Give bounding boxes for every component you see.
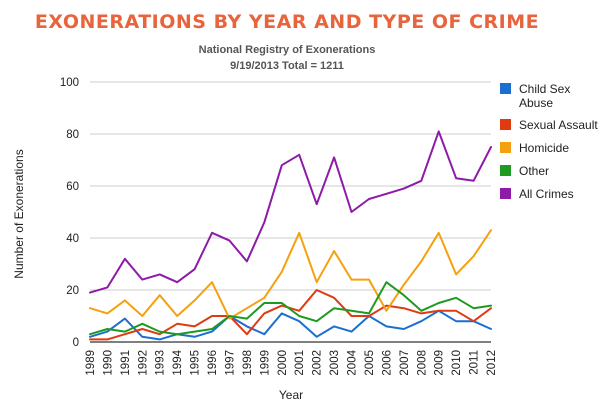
legend-label-other: Other: [519, 164, 549, 178]
y-tick-label: 80: [66, 129, 79, 141]
x-tick-label: 1990: [102, 350, 114, 376]
x-tick-label: 1999: [259, 350, 271, 376]
gridlines: [90, 81, 491, 343]
x-tick-label: 1996: [207, 350, 219, 376]
x-axis-title: Year: [279, 388, 303, 402]
legend-label-child-sex-abuse: Abuse: [519, 96, 553, 110]
x-tick-label: 2012: [486, 350, 498, 376]
x-tick-label: 1989: [85, 350, 97, 376]
x-axis-ticks: 1989 1990 1991 1992 1993 1994 1995 1996 1997 1998…: [85, 349, 498, 375]
x-tick-label: 2008: [416, 350, 428, 376]
legend-swatch-other: [500, 165, 511, 176]
x-tick-label: 2004: [347, 349, 359, 375]
legend-swatch-sexual-assault: [500, 119, 511, 130]
x-tick-label: 1994: [172, 349, 184, 375]
y-tick-label: 100: [60, 77, 79, 89]
chart-title: EXONERATIONS BY YEAR AND TYPE OF CRIME: [35, 11, 539, 33]
y-tick-label: 60: [66, 181, 79, 193]
legend-label-all-crimes: All Crimes: [519, 187, 574, 201]
x-tick-label: 1992: [137, 350, 149, 376]
series-line-homicide: [89, 229, 492, 320]
x-tick-label: 1991: [120, 350, 132, 376]
x-tick-label: 2006: [381, 350, 393, 376]
legend-label-child-sex-abuse: Child Sex: [519, 82, 570, 96]
y-tick-label: 20: [66, 285, 79, 297]
legend-swatch-homicide: [500, 142, 511, 153]
x-tick-label: 1998: [242, 350, 254, 376]
x-tick-label: 2007: [399, 350, 411, 376]
legend-swatch-all-crimes: [500, 188, 511, 199]
x-tick-label: 2005: [364, 350, 376, 376]
legend-swatch-child-sex-abuse: [500, 83, 511, 94]
x-tick-label: 1997: [224, 350, 236, 376]
y-axis-title: Number of Exonerations: [12, 149, 26, 278]
x-tick-label: 2011: [469, 350, 481, 375]
x-tick-label: 2002: [312, 350, 324, 376]
series-line-all-crimes: [89, 130, 492, 294]
x-tick-label: 2000: [277, 350, 289, 376]
y-axis-ticks: 0 20 40 60 80 100: [60, 77, 79, 349]
x-tick-label: 2010: [451, 350, 463, 376]
series-line-sexual-assault: [89, 289, 492, 341]
series-line-other: [89, 281, 492, 336]
y-tick-label: 0: [73, 337, 79, 349]
chart-subtitle-source: National Registry of Exonerations: [199, 44, 376, 56]
x-tick-label: 1993: [155, 350, 167, 376]
x-tick-label: 1995: [190, 350, 202, 376]
y-tick-label: 40: [66, 233, 79, 245]
series-lines: [89, 130, 492, 341]
x-tick-label: 2009: [434, 350, 446, 376]
series-line-child-sex-abuse: [89, 309, 492, 341]
legend-label-sexual-assault: Sexual Assault: [519, 118, 598, 132]
x-tick-label: 2001: [294, 350, 306, 376]
x-tick-label: 2003: [329, 350, 341, 376]
legend-label-homicide: Homicide: [519, 141, 569, 155]
chart-subtitle-total: 9/19/2013 Total = 1211: [230, 60, 344, 72]
